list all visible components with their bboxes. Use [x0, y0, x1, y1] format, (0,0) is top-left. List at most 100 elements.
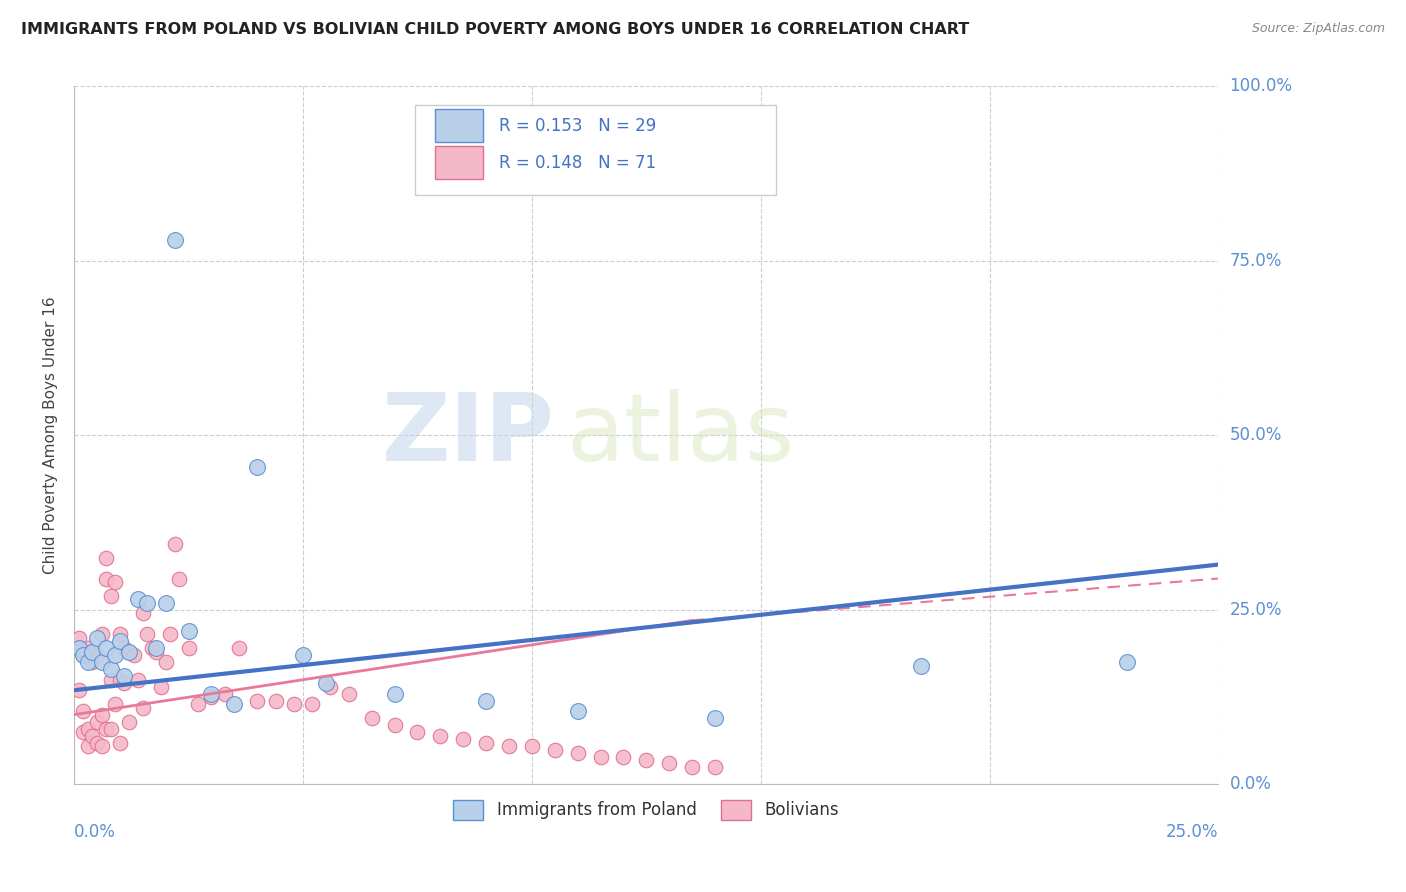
Point — [187, 697, 209, 711]
Point — [114, 669, 136, 683]
Point — [612, 749, 634, 764]
Point — [94, 550, 117, 565]
Point — [384, 718, 406, 732]
Point — [384, 687, 406, 701]
Point — [1116, 655, 1139, 669]
Y-axis label: Child Poverty Among Boys Under 16: Child Poverty Among Boys Under 16 — [44, 297, 58, 574]
Point — [475, 694, 498, 708]
Point — [406, 725, 429, 739]
Point — [136, 627, 159, 641]
Text: 50.0%: 50.0% — [1230, 426, 1282, 444]
Point — [100, 589, 122, 603]
Point — [163, 536, 186, 550]
Point — [94, 572, 117, 586]
Point — [104, 574, 127, 589]
Point — [567, 746, 589, 760]
Point — [544, 742, 567, 756]
Point — [76, 739, 98, 753]
Point — [114, 641, 136, 656]
Point — [520, 739, 543, 753]
Point — [76, 722, 98, 736]
Legend: Immigrants from Poland, Bolivians: Immigrants from Poland, Bolivians — [444, 791, 848, 829]
Point — [141, 641, 163, 656]
Bar — [434, 145, 482, 179]
Point — [104, 697, 127, 711]
Point — [86, 735, 108, 749]
Point — [246, 459, 269, 474]
Point — [72, 704, 94, 718]
Point — [319, 680, 342, 694]
Text: ZIP: ZIP — [382, 390, 555, 482]
Point — [86, 648, 108, 663]
Point — [136, 596, 159, 610]
Point — [94, 641, 117, 656]
Point — [291, 648, 314, 663]
Point — [82, 655, 104, 669]
Point — [100, 722, 122, 736]
Point — [76, 641, 98, 656]
Point — [72, 648, 94, 663]
Text: 100.0%: 100.0% — [1230, 78, 1292, 95]
Text: atlas: atlas — [567, 390, 794, 482]
Point — [246, 694, 269, 708]
Point — [703, 711, 725, 725]
Point — [224, 697, 246, 711]
Point — [264, 694, 287, 708]
Text: Source: ZipAtlas.com: Source: ZipAtlas.com — [1251, 22, 1385, 36]
Text: 25.0%: 25.0% — [1230, 601, 1282, 619]
Point — [150, 680, 173, 694]
Point — [108, 634, 131, 648]
Point — [90, 707, 112, 722]
Point — [100, 673, 122, 687]
Point — [108, 627, 131, 641]
Point — [127, 592, 149, 607]
Point — [163, 233, 186, 247]
Point — [283, 697, 305, 711]
Point — [108, 673, 131, 687]
Point — [94, 722, 117, 736]
Point — [910, 658, 932, 673]
Point — [72, 648, 94, 663]
Point — [589, 749, 612, 764]
Point — [703, 760, 725, 774]
Point — [90, 627, 112, 641]
Point — [169, 572, 191, 586]
FancyBboxPatch shape — [415, 105, 776, 194]
Bar — [434, 109, 482, 143]
Point — [67, 641, 90, 656]
Point — [567, 704, 589, 718]
Point — [104, 648, 127, 663]
Point — [76, 655, 98, 669]
Point — [200, 687, 222, 701]
Point — [67, 683, 90, 698]
Point — [118, 645, 141, 659]
Point — [82, 645, 104, 659]
Text: 0.0%: 0.0% — [1230, 775, 1271, 793]
Point — [90, 739, 112, 753]
Point — [658, 756, 681, 771]
Point — [200, 690, 222, 705]
Text: 25.0%: 25.0% — [1166, 823, 1219, 841]
Point — [67, 631, 90, 645]
Point — [72, 725, 94, 739]
Point — [155, 596, 177, 610]
Point — [82, 729, 104, 743]
Point — [429, 729, 451, 743]
Point — [451, 732, 474, 747]
Text: R = 0.148   N = 71: R = 0.148 N = 71 — [499, 153, 655, 171]
Point — [132, 700, 155, 714]
Point — [681, 760, 703, 774]
Point — [360, 711, 382, 725]
Point — [86, 714, 108, 729]
Point — [155, 655, 177, 669]
Point — [118, 645, 141, 659]
Point — [145, 641, 167, 656]
Text: 0.0%: 0.0% — [75, 823, 115, 841]
Text: 75.0%: 75.0% — [1230, 252, 1282, 270]
Point — [177, 641, 200, 656]
Point — [636, 753, 658, 767]
Point — [177, 624, 200, 638]
Point — [214, 687, 236, 701]
Point — [122, 648, 145, 663]
Point — [67, 641, 90, 656]
